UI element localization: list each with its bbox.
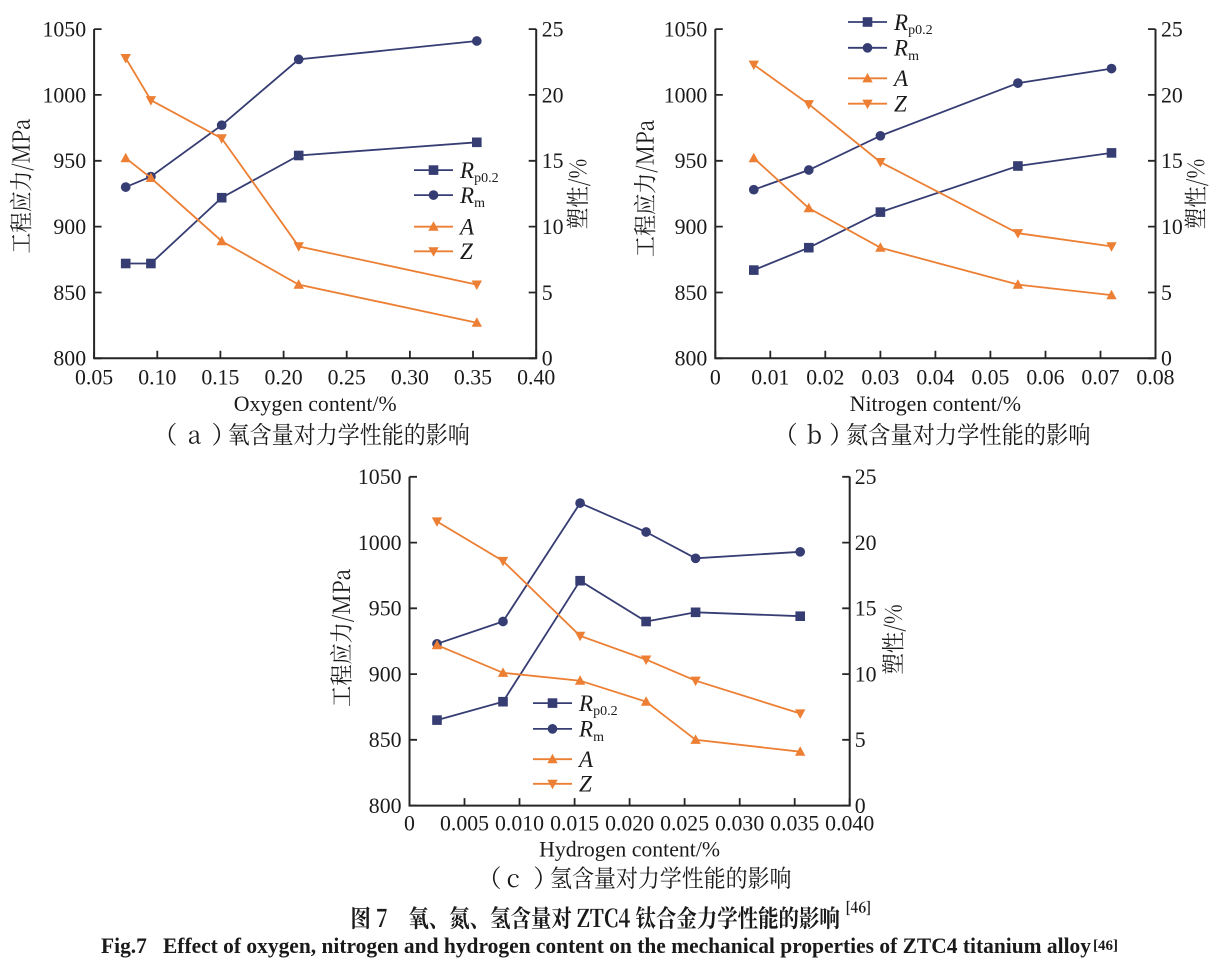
svg-text:0: 0	[855, 794, 866, 818]
svg-text:0: 0	[1161, 347, 1172, 371]
svg-text:A: A	[577, 747, 594, 772]
svg-text:0.040: 0.040	[825, 812, 874, 836]
svg-text:0.10: 0.10	[138, 366, 176, 390]
svg-text:0.020: 0.020	[605, 812, 654, 836]
svg-text:0: 0	[542, 347, 553, 371]
svg-text:0.025: 0.025	[660, 812, 709, 836]
svg-text:Hydrogen content/%: Hydrogen content/%	[539, 838, 720, 862]
svg-text:25: 25	[1161, 18, 1183, 42]
svg-text:950: 950	[53, 149, 86, 173]
svg-text:0.20: 0.20	[265, 366, 303, 390]
svg-text:5: 5	[1161, 281, 1172, 305]
svg-text:15: 15	[1161, 149, 1183, 173]
svg-text:1000: 1000	[664, 83, 708, 107]
svg-text:0.30: 0.30	[391, 366, 429, 390]
svg-text:25: 25	[542, 18, 564, 42]
svg-text:Rm: Rm	[893, 36, 919, 64]
svg-text:25: 25	[855, 465, 877, 489]
svg-text:0.005: 0.005	[440, 812, 489, 836]
svg-text:10: 10	[542, 215, 564, 239]
svg-text:0.030: 0.030	[715, 812, 764, 836]
svg-text:Nitrogen content/%: Nitrogen content/%	[850, 392, 1021, 416]
svg-text:900: 900	[675, 215, 708, 239]
svg-text:Oxygen content/%: Oxygen content/%	[234, 392, 397, 416]
svg-text:0.15: 0.15	[201, 366, 239, 390]
svg-text:[46]: [46]	[1093, 938, 1118, 954]
svg-text:850: 850	[369, 728, 402, 752]
svg-text:0.01: 0.01	[751, 366, 789, 390]
svg-text:Rp0.2: Rp0.2	[459, 158, 499, 186]
svg-text:850: 850	[675, 281, 708, 305]
svg-text:0.35: 0.35	[454, 366, 492, 390]
svg-text:15: 15	[855, 597, 877, 621]
svg-text:0.010: 0.010	[495, 812, 544, 836]
svg-text:10: 10	[855, 663, 877, 687]
svg-text:Z: Z	[460, 239, 473, 264]
svg-text:Z: Z	[579, 772, 592, 797]
svg-text:850: 850	[53, 281, 86, 305]
svg-text:900: 900	[369, 663, 402, 687]
svg-text:20: 20	[1161, 83, 1183, 107]
svg-text:A: A	[892, 66, 909, 91]
svg-text:0.035: 0.035	[770, 812, 819, 836]
svg-text:900: 900	[53, 215, 86, 239]
svg-text:1050: 1050	[43, 18, 87, 42]
svg-text:Rm: Rm	[459, 183, 485, 211]
svg-text:Z: Z	[894, 92, 907, 117]
svg-text:0.03: 0.03	[861, 366, 899, 390]
svg-text:0.08: 0.08	[1136, 366, 1174, 390]
svg-text:800: 800	[369, 794, 402, 818]
svg-text:1000: 1000	[358, 531, 402, 555]
svg-text:0: 0	[404, 812, 415, 836]
svg-text:0: 0	[710, 366, 721, 390]
svg-text:1050: 1050	[664, 18, 708, 42]
svg-text:0.06: 0.06	[1026, 366, 1064, 390]
svg-text:Fig.7 Effect of oxygen, nitr: Fig.7 Effect of oxygen, nitrogen and hyd…	[101, 933, 1092, 958]
svg-text:15: 15	[542, 149, 564, 173]
svg-text:0.25: 0.25	[328, 366, 366, 390]
svg-text:0.015: 0.015	[550, 812, 599, 836]
svg-text:1050: 1050	[358, 465, 402, 489]
svg-text:800: 800	[53, 347, 86, 371]
svg-text:5: 5	[855, 728, 866, 752]
svg-text:950: 950	[675, 149, 708, 173]
svg-text:10: 10	[1161, 215, 1183, 239]
svg-text:5: 5	[542, 281, 553, 305]
svg-text:800: 800	[675, 347, 708, 371]
svg-text:0.07: 0.07	[1081, 366, 1119, 390]
svg-text:Rp0.2: Rp0.2	[893, 10, 933, 38]
svg-text:Rm: Rm	[578, 717, 604, 745]
svg-text:950: 950	[369, 597, 402, 621]
svg-text:20: 20	[855, 531, 877, 555]
svg-text:0.02: 0.02	[806, 366, 844, 390]
svg-text:0.04: 0.04	[916, 366, 954, 390]
svg-text:1000: 1000	[43, 83, 87, 107]
svg-text:20: 20	[542, 83, 564, 107]
svg-text:0.05: 0.05	[75, 366, 113, 390]
svg-text:Rp0.2: Rp0.2	[578, 691, 618, 719]
svg-text:0.40: 0.40	[517, 366, 555, 390]
svg-text:A: A	[458, 215, 475, 240]
svg-text:0.05: 0.05	[971, 366, 1009, 390]
